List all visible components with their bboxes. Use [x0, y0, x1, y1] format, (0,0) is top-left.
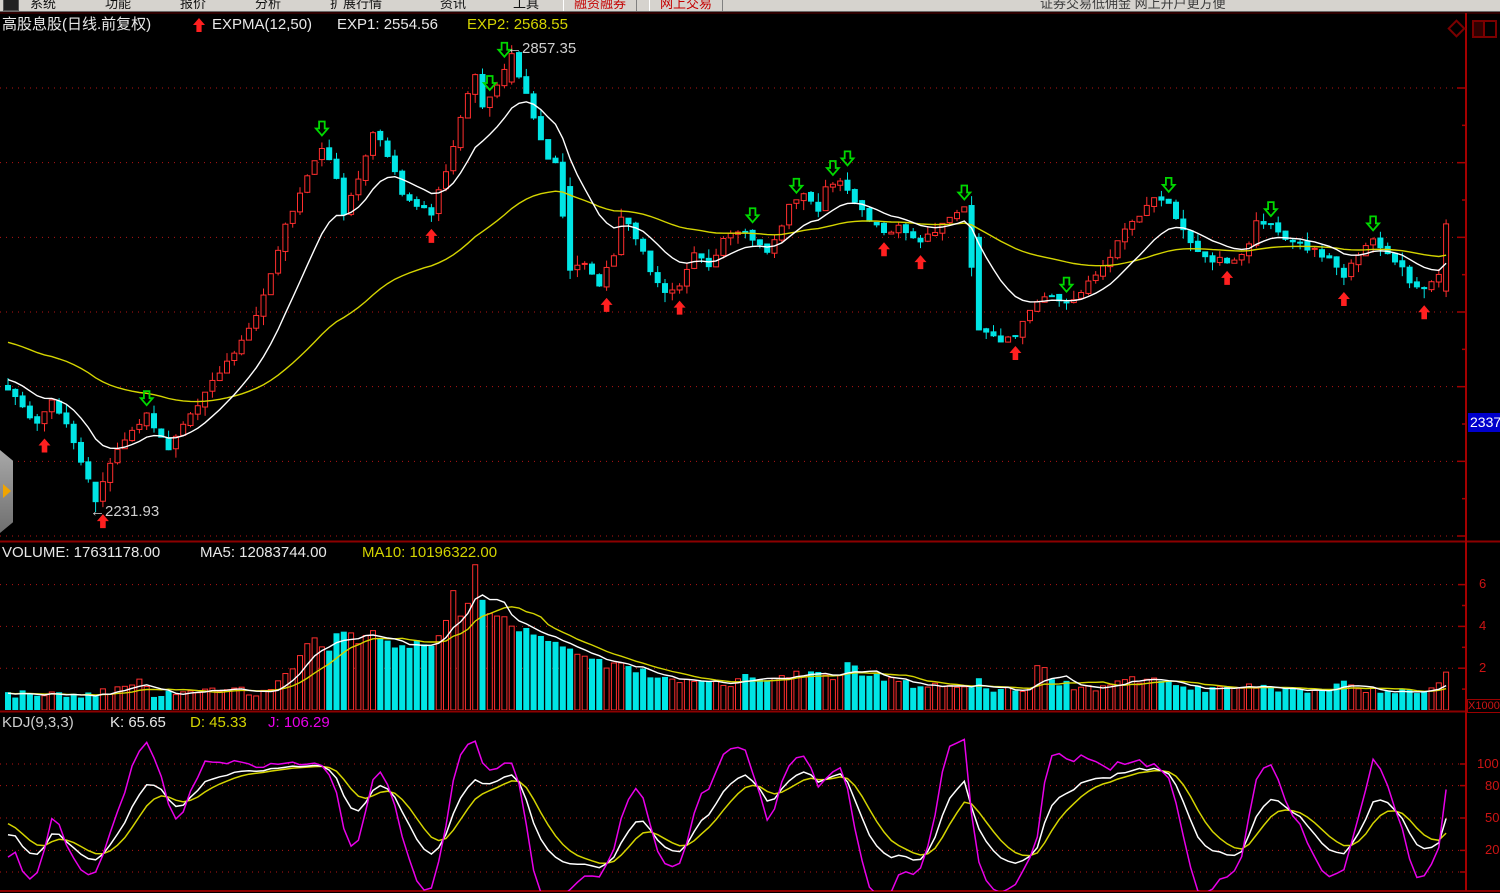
current-price-axis-tag: 2337 [1468, 413, 1500, 432]
exp2-value: EXP2: 2568.55 [467, 16, 568, 33]
menu-item-extended[interactable]: 扩展行情 [330, 0, 383, 11]
stock-title: 高股息股(日线.前复权) [2, 16, 152, 33]
volume-ma10-value: MA10: 10196322.00 [362, 544, 498, 561]
kdj-j-value: J: 106.29 [268, 714, 330, 731]
menu-button-margin-trading[interactable]: 融资融券 [563, 0, 637, 11]
menu-button-online-trading[interactable]: 网上交易 [649, 0, 723, 11]
volume-ma5-value: MA5: 12083744.00 [200, 544, 327, 561]
menu-bar: 系统 功能 报价 分析 扩展行情 资讯 工具 融资融券 网上交易 证券交易低佣金… [0, 0, 1500, 12]
indicator-name[interactable]: EXPMA(12,50) [212, 16, 313, 33]
menu-item-tools[interactable]: 工具 [513, 0, 540, 11]
low-price-annotation: ←2231.93 [90, 503, 160, 520]
menu-item-quotes[interactable]: 报价 [180, 0, 207, 11]
menu-item-function[interactable]: 功能 [105, 0, 132, 11]
volume-multiplier-label: X10000 [1467, 699, 1500, 713]
kdj-tick-100: 100 [1477, 757, 1499, 771]
sidebar-expand-handle[interactable] [0, 450, 13, 533]
app-icon[interactable] [3, 0, 19, 11]
menu-promo-text: 证券交易低佣金 网上开户更方便 [1040, 0, 1226, 11]
kdj-tick-50: 50 [1485, 811, 1500, 825]
menu-item-info[interactable]: 资讯 [440, 0, 467, 11]
kdj-indicator-name[interactable]: KDJ(9,3,3) [2, 714, 74, 731]
expand-arrow-icon [3, 484, 11, 498]
menu-item-analysis[interactable]: 分析 [255, 0, 282, 11]
kdj-k-value: K: 65.65 [110, 714, 166, 731]
kdj-tick-20: 20 [1485, 843, 1500, 857]
volume-tick-6: 6 [1479, 576, 1487, 591]
exp1-value: EXP1: 2554.56 [337, 16, 438, 33]
kdj-tick-80: 80 [1485, 779, 1500, 793]
menu-item-system[interactable]: 系统 [30, 0, 57, 11]
volume-tick-2: 2 [1479, 660, 1487, 675]
kdj-d-value: D: 45.33 [190, 714, 247, 731]
high-price-annotation: ←2857.35 [507, 40, 577, 57]
volume-tick-4: 4 [1479, 618, 1487, 633]
volume-value: VOLUME: 17631178.00 [2, 544, 161, 561]
